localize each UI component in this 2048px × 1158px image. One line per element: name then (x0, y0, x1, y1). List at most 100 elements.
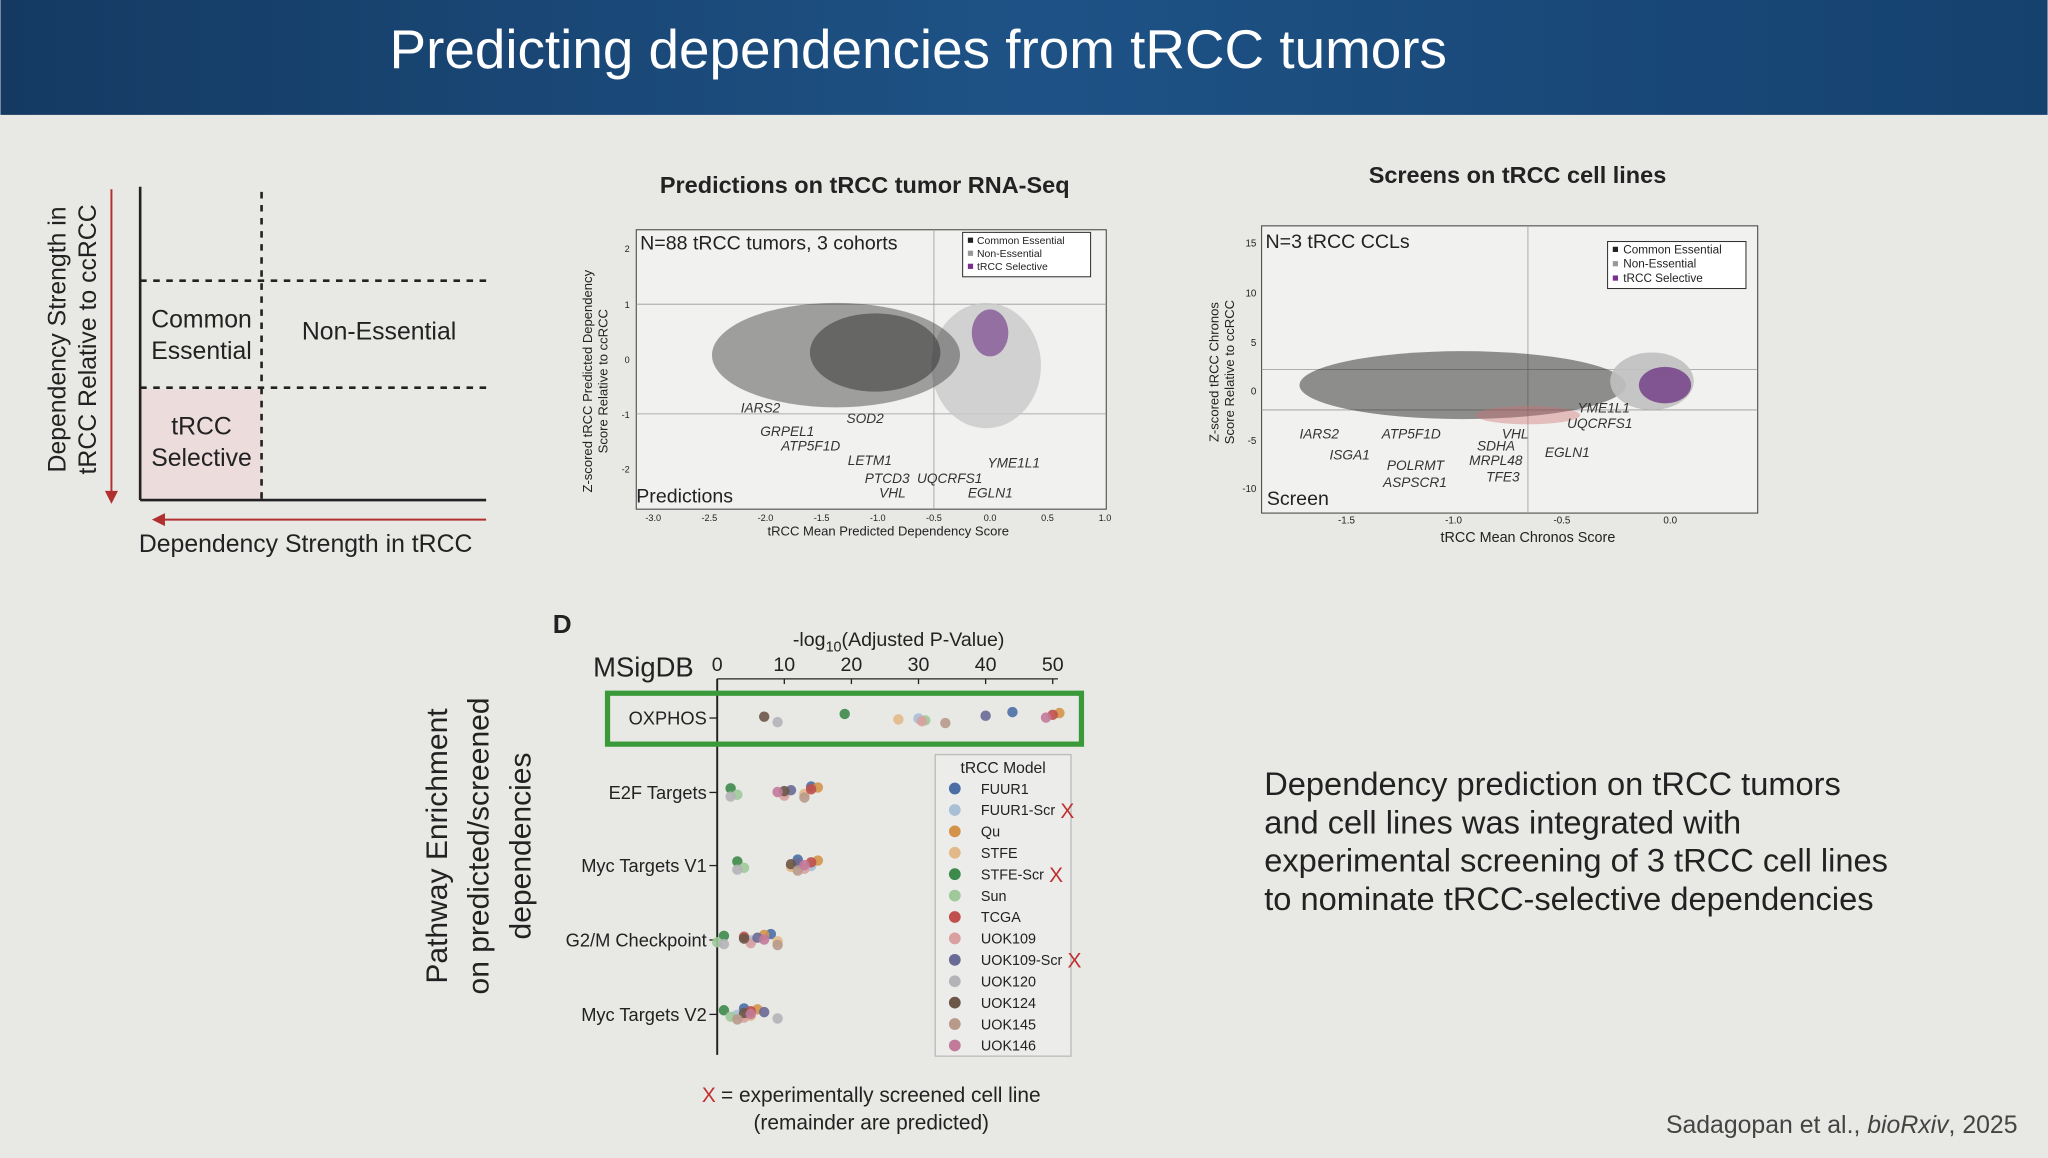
legend-swatch (1612, 246, 1619, 252)
footnote: (remainder are predicted) (753, 1111, 989, 1134)
category-label: Myc Targets V2 (581, 1004, 707, 1025)
dot (725, 783, 736, 794)
legend-title: tRCC Model (960, 760, 1045, 777)
legend-swatch (1612, 261, 1619, 267)
dot (772, 1013, 783, 1024)
legend-swatch (948, 911, 961, 923)
arrow-head (151, 513, 165, 527)
y-axis-label: Dependency Strength in (45, 206, 72, 472)
y-tick-label: 15 (1245, 239, 1256, 250)
title-part: 10 (826, 639, 842, 655)
legend-label: TCGA (981, 910, 1021, 926)
screened-marker: X (1060, 800, 1074, 823)
gene-label: MRPL48 (1469, 453, 1523, 468)
x-tick-label: 40 (975, 654, 997, 676)
dot (738, 933, 750, 944)
legend-swatch (948, 1018, 961, 1030)
category-label: Myc Targets V1 (581, 855, 707, 876)
x-tick-label: 20 (841, 654, 863, 676)
corner-label: Predictions (636, 486, 733, 508)
legend-label: STFE (981, 846, 1018, 862)
title-part: (Adjusted P-Value) (842, 629, 1005, 651)
axis-caption: MSigDB (593, 651, 694, 682)
legend-label: Qu (981, 825, 1000, 841)
dot (1040, 712, 1052, 723)
gene-label: GRPEL1 (760, 424, 814, 439)
gene-label: POLRMT (1387, 458, 1446, 473)
footnote-text: = experimentally screened cell line (721, 1084, 1041, 1107)
dot (839, 708, 850, 720)
highlight-box (604, 690, 1085, 747)
quadrant-label: Selective (151, 445, 252, 472)
y-axis-label: on predicted/screened (463, 697, 496, 994)
gene-label: ATP5F1D (1381, 427, 1441, 442)
dot (718, 1005, 730, 1016)
annotation: N=88 tRCC tumors, 3 cohorts (640, 232, 898, 254)
legend-swatch (948, 996, 961, 1009)
panel-d: D -log10(Adjusted P-Value) MSigDB Pathwa… (421, 609, 1085, 1134)
gene-label: IARS2 (741, 401, 781, 416)
category-label: OXPHOS (629, 708, 707, 729)
point-cloud (1475, 406, 1581, 425)
screened-marker: X (1049, 864, 1063, 887)
y-axis-label: Score Relative to ccRCC (596, 309, 611, 453)
dot (732, 856, 743, 867)
y-tick-label: 0 (625, 355, 630, 365)
point-cloud (931, 302, 1041, 429)
dot (718, 938, 730, 950)
panel-b: Predictions on tRCC tumor RNA-Seq N=88 t… (580, 172, 1111, 538)
gene-label: PTCD3 (865, 471, 910, 486)
gene-label: IARS2 (1299, 427, 1339, 442)
slide-title: Predicting dependencies from tRCC tumors (390, 18, 1447, 80)
gene-label: EGLN1 (968, 485, 1013, 500)
point-cloud (971, 309, 1009, 357)
dot (980, 710, 991, 721)
schematic: Dependency Strength in tRCC Relative to … (45, 186, 487, 558)
legend-label: STFE-Scr (981, 867, 1044, 883)
x-tick-label: -2.5 (702, 513, 718, 523)
legend-swatch (948, 846, 961, 859)
legend-label: UOK109 (981, 932, 1036, 948)
selective-region (141, 389, 262, 501)
gene-label: SOD2 (846, 411, 884, 426)
y-tick-label: 5 (1251, 338, 1257, 349)
header-band (0, 0, 2048, 115)
y-axis-label: dependencies (505, 753, 538, 940)
legend-swatch (948, 868, 961, 881)
corner-label: Screen (1267, 488, 1329, 510)
point-cloud (711, 302, 961, 408)
gene-label: ASPSCR1 (1382, 475, 1447, 490)
x-tick-label: 0.0 (1663, 516, 1677, 527)
gene-label: YME1L1 (987, 455, 1040, 470)
legend-swatch (1612, 275, 1619, 281)
point-cloud (1638, 366, 1692, 404)
gene-label: VHL (879, 485, 906, 500)
legend-label: Non-Essential (977, 249, 1042, 260)
y-axis-label: tRCC Relative to ccRCC (75, 204, 102, 474)
legend-label: Common Essential (1623, 243, 1721, 256)
legend-box (1607, 240, 1747, 290)
y-axis-label: Pathway Enrichment (421, 708, 454, 984)
y-tick-label: 10 (1245, 288, 1256, 299)
y-tick-label: -1 (622, 410, 630, 420)
legend-label: Non-Essential (1623, 258, 1696, 271)
y-axis-label: Z-scored tRCC Chronos (1207, 302, 1222, 442)
gene-label: UQCRFS1 (1567, 416, 1632, 431)
x-tick-label: -0.5 (1553, 516, 1570, 527)
x-tick-label: -3.0 (645, 513, 661, 523)
title-part: -log (793, 629, 826, 651)
legend-swatch (948, 804, 961, 816)
axis-title: -log10(Adjusted P-Value) (793, 629, 1005, 655)
dot (799, 859, 810, 871)
legend-swatch (948, 932, 961, 945)
dot (745, 1008, 756, 1020)
dot (725, 791, 736, 802)
gene-label: LETM1 (848, 453, 892, 468)
x-tick-label: 0 (712, 654, 723, 676)
x-tick-label: 50 (1042, 654, 1064, 676)
dot (758, 1006, 770, 1018)
gene-label: ISGA1 (1329, 448, 1369, 463)
y-tick-label: 0 (1251, 386, 1257, 397)
